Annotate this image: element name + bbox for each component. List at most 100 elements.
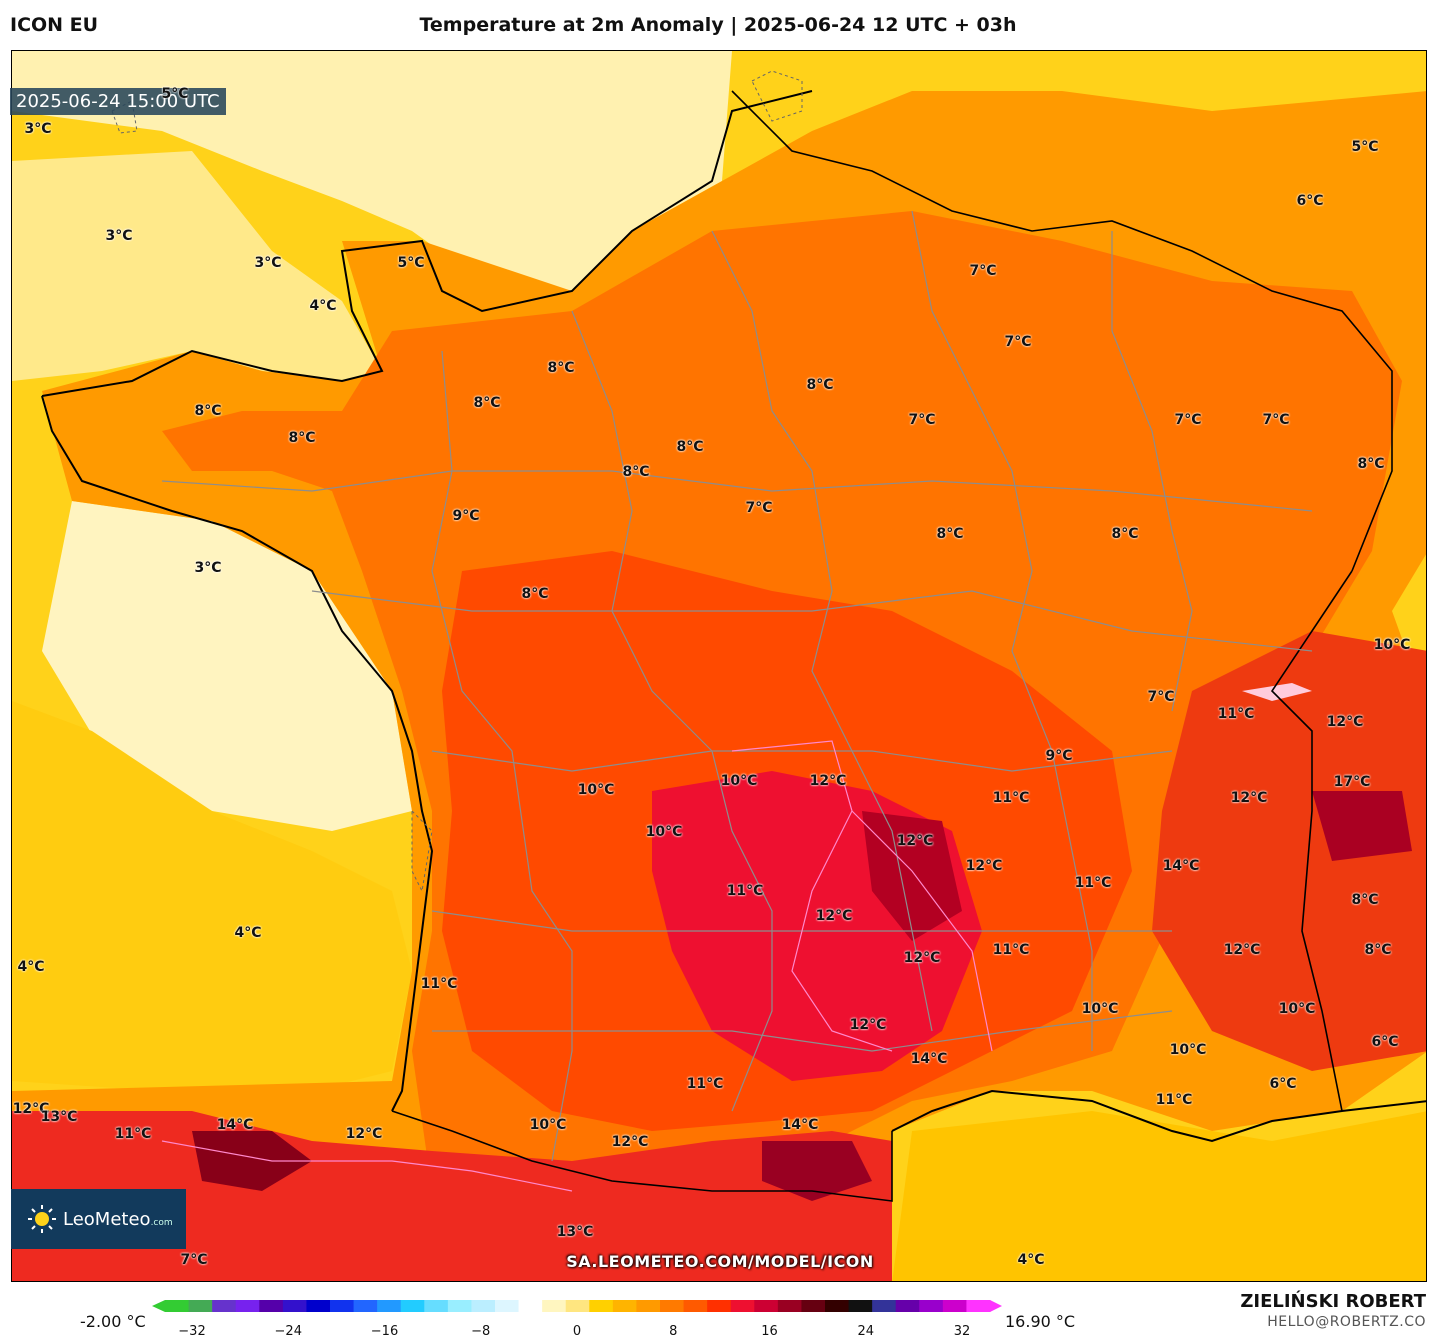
hotspot-1 (862, 811, 962, 941)
colorbar-cell (353, 1300, 378, 1312)
temperature-label: 14°C (781, 1117, 819, 1133)
temperature-label: 12°C (1230, 790, 1268, 806)
temperature-label: 11°C (1217, 706, 1255, 722)
east-border (1270, 570, 1353, 1112)
temperature-label: 10°C (1169, 1042, 1207, 1058)
valid-time-badge: 2025-06-24 15:00 UTC (10, 88, 226, 115)
colorbar-cell (660, 1300, 685, 1312)
pink-region-borders (161, 740, 993, 1192)
anomaly-map[interactable] (12, 51, 1427, 1282)
colorbar-cell (589, 1300, 614, 1312)
coastline-west (41, 395, 434, 1112)
temperature-label: 12°C (849, 1017, 887, 1033)
colorbar-tick-label: 16 (761, 1324, 778, 1339)
colorbar-cell (212, 1300, 237, 1312)
colorbar-max-value: 16.90 °C (1005, 1312, 1076, 1331)
colorbar-cell (801, 1300, 826, 1312)
temperature-label: 8°C (288, 430, 316, 446)
colorbar-cell (707, 1300, 732, 1312)
sun-icon (28, 1205, 56, 1233)
colorbar-cell (377, 1300, 402, 1312)
colorbar-tick-label: −32 (178, 1324, 206, 1339)
temperature-label: 8°C (1364, 942, 1392, 958)
colorbar-cell (447, 1300, 472, 1312)
map-title: Temperature at 2m Anomaly | 2025-06-24 1… (419, 14, 1017, 36)
colorbar-cell (636, 1300, 661, 1312)
colorbar-cell (754, 1300, 779, 1312)
channel-light-area (12, 151, 382, 381)
spain-border (391, 1110, 893, 1202)
colorbar-cell (165, 1300, 190, 1312)
temperature-label: 9°C (452, 508, 480, 524)
temperature-label: 7°C (1147, 689, 1175, 705)
hotspot-3 (762, 1141, 872, 1201)
colorbar-cell (235, 1300, 260, 1312)
temperature-label: 10°C (1278, 1001, 1316, 1017)
colorbar-cell (942, 1300, 967, 1312)
temperature-label: 7°C (908, 412, 936, 428)
colorbar-min-arrow (152, 1300, 165, 1312)
colorbar-cells (152, 1300, 1002, 1312)
temperature-label: 12°C (1223, 942, 1261, 958)
leometeo-logo[interactable]: LeoMeteo.com (11, 1189, 186, 1249)
temperature-label: 8°C (521, 586, 549, 602)
temperature-label: 12°C (809, 773, 847, 789)
colorbar-cell (495, 1300, 520, 1312)
alps-hot (1152, 631, 1426, 1071)
author-email[interactable]: HELLO@ROBERTZ.CO (1267, 1314, 1426, 1330)
temperature-label: 3°C (254, 255, 282, 271)
temperature-label: 7°C (1262, 412, 1290, 428)
temperature-label: 11°C (992, 790, 1030, 806)
colorbar-cell (777, 1300, 802, 1312)
map-panel[interactable] (11, 50, 1427, 1282)
colorbar-tick-label: −24 (274, 1324, 302, 1339)
temperature-label: 12°C (12, 1101, 50, 1117)
temperature-label: 7°C (745, 500, 773, 516)
colorbar-cell (306, 1300, 331, 1312)
hotspot-4 (1312, 791, 1412, 861)
temperature-label: 5°C (161, 86, 189, 102)
source-url[interactable]: SA.LEOMETEO.COM/MODEL/ICON (566, 1252, 874, 1271)
colorbar-cell (259, 1300, 284, 1312)
temperature-label: 12°C (345, 1126, 383, 1142)
temperature-label: 10°C (529, 1117, 567, 1133)
temperature-label: 6°C (1371, 1034, 1399, 1050)
colorbar-cell (565, 1300, 590, 1312)
colorbar-cell (848, 1300, 873, 1312)
temperature-label: 12°C (965, 858, 1003, 874)
atlantic-area (12, 701, 412, 1091)
temperature-label: 13°C (556, 1224, 594, 1240)
mediterranean-area (892, 1111, 1426, 1281)
temperature-label: 11°C (420, 976, 458, 992)
temperature-label: 8°C (936, 526, 964, 542)
temperature-label: 10°C (1081, 1001, 1119, 1017)
temperature-label: 7°C (1174, 412, 1202, 428)
coastline-north (41, 90, 813, 397)
temperature-label: 3°C (105, 228, 133, 244)
colorbar-cell (895, 1300, 920, 1312)
colorbar-tick-label: 24 (857, 1324, 875, 1339)
temperature-label: 10°C (577, 782, 615, 798)
colorbar-cell (188, 1300, 213, 1312)
temperature-label: 11°C (686, 1076, 724, 1092)
temperature-label: 8°C (622, 464, 650, 480)
brand-name: LeoMeteo (63, 1208, 151, 1230)
temperature-label: 12°C (611, 1134, 649, 1150)
coastline-south (891, 1089, 1426, 1143)
colorbar-cell (330, 1300, 355, 1312)
temperature-label: 10°C (1373, 637, 1411, 653)
temperature-label: 8°C (1111, 526, 1139, 542)
temperature-label: 7°C (1004, 334, 1032, 350)
temperature-label: 12°C (815, 908, 853, 924)
colorbar-cell (730, 1300, 755, 1312)
temperature-label: 11°C (726, 883, 764, 899)
temperature-label: 13°C (40, 1109, 78, 1125)
colorbar-tick-label: 32 (953, 1324, 971, 1339)
colorbar-cell (471, 1300, 496, 1312)
temperature-label: 8°C (547, 360, 575, 376)
colorbar-cell (966, 1300, 991, 1312)
temperature-label: 8°C (194, 403, 222, 419)
temperature-label: 17°C (1333, 774, 1371, 790)
lake-geneva (1242, 683, 1312, 701)
colorbar-tick-label: 0 (572, 1324, 582, 1339)
